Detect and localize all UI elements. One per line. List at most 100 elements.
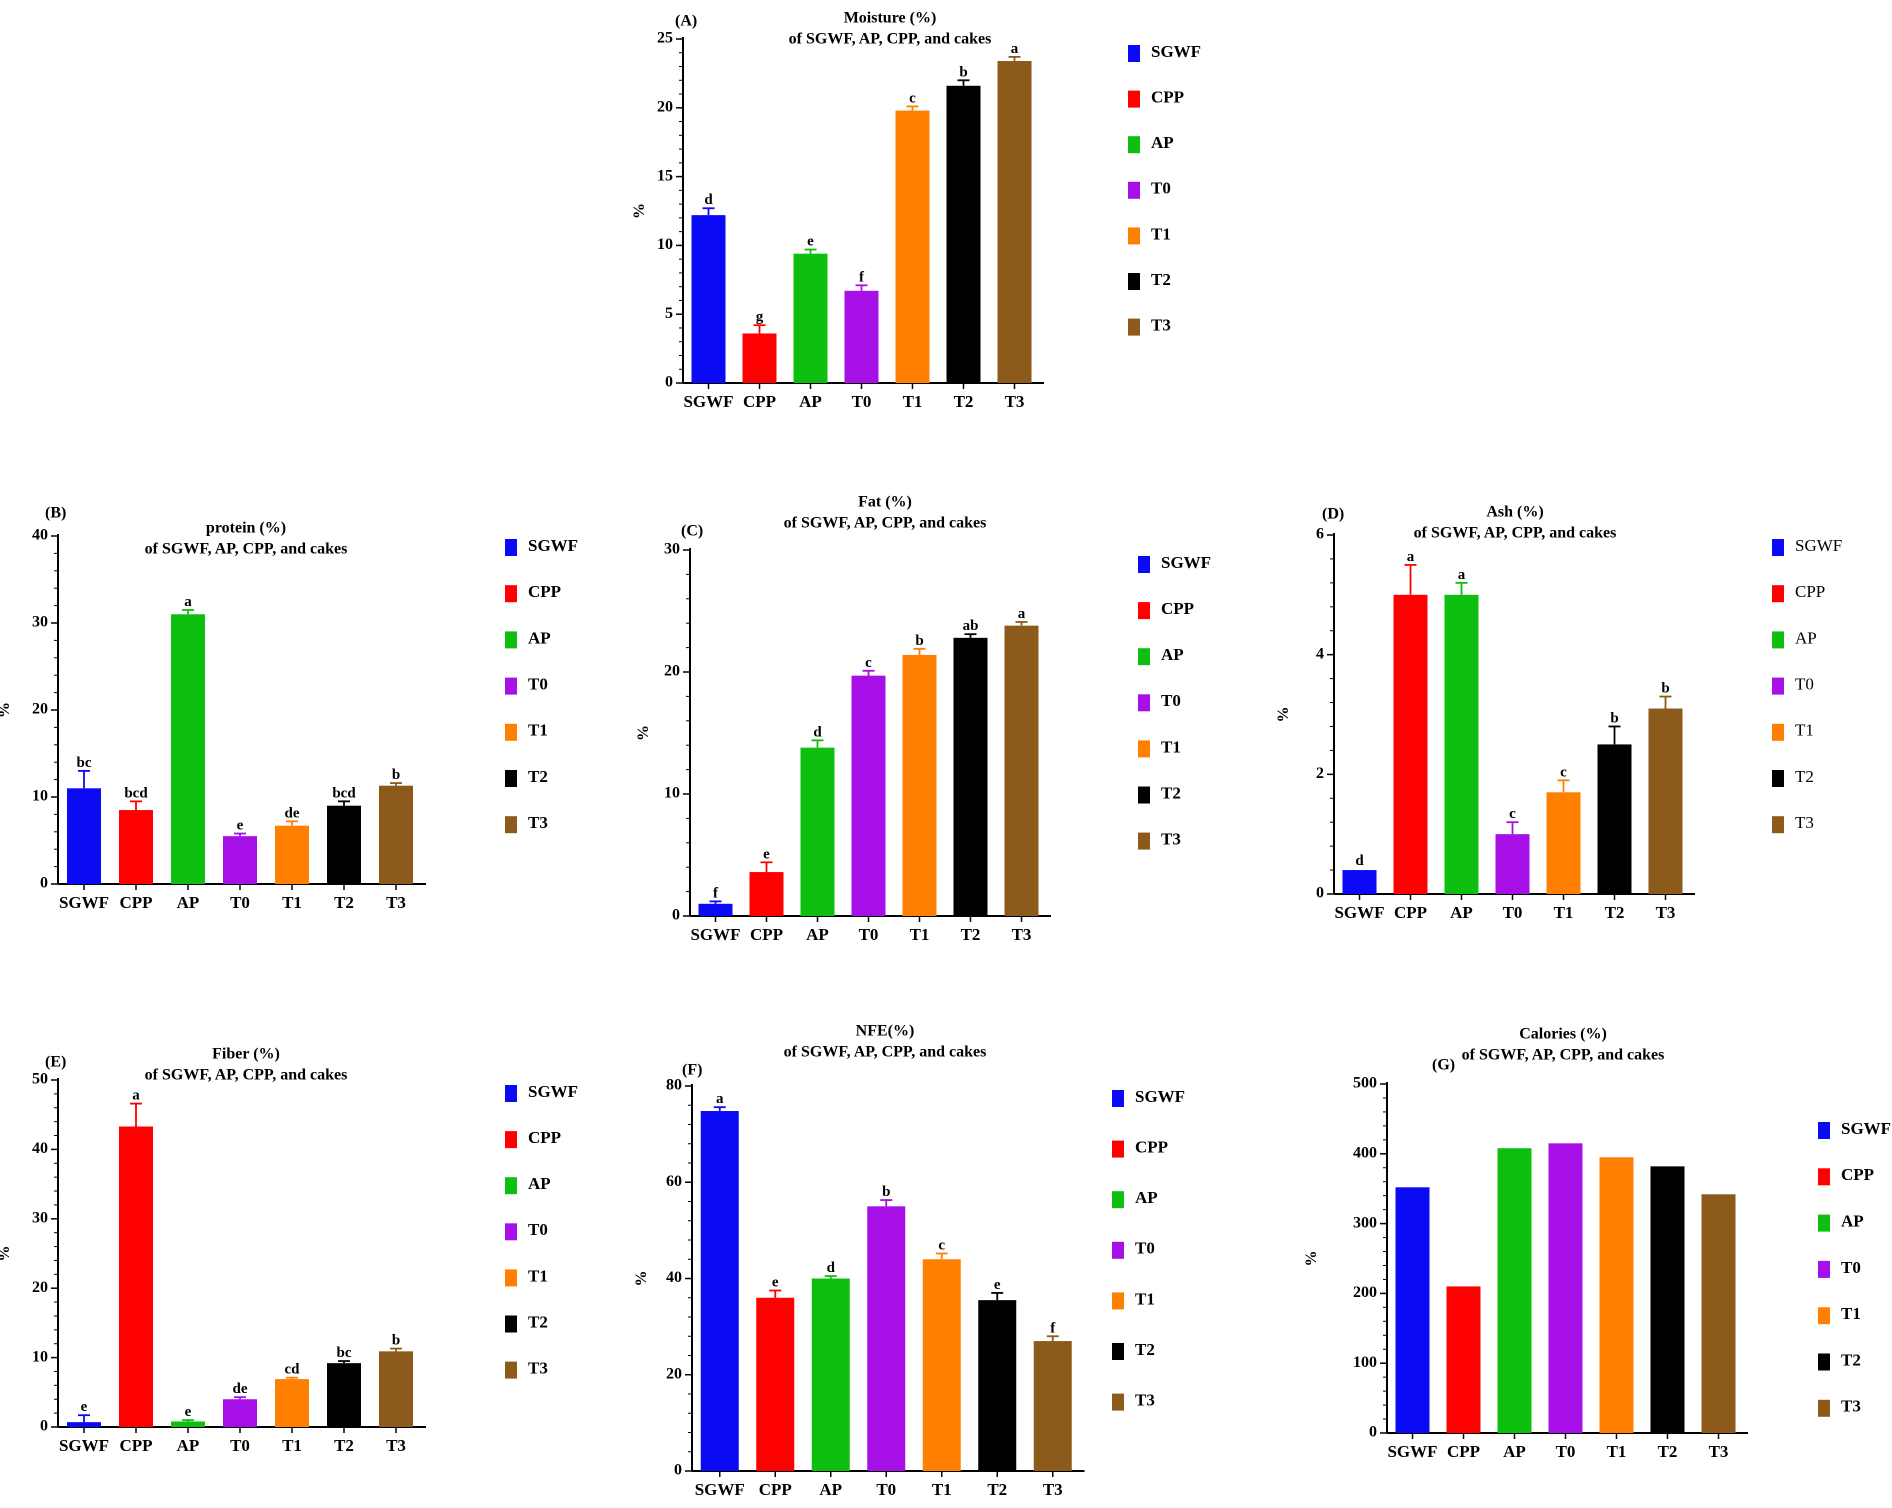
y-tick-label: 0 [674,1462,682,1479]
legend-label: T2 [528,1312,548,1331]
bar-cpp [119,1126,153,1427]
y-tick-label: 500 [1353,1075,1377,1092]
bar-t1 [895,110,930,383]
significance-letter: a [1011,41,1019,57]
x-tick-label: CPP [119,1436,152,1455]
legend-label: T2 [1161,783,1181,802]
legend-swatch-sgwf [505,539,517,556]
y-tick-label: 5 [665,305,673,322]
legend-label: AP [528,1174,551,1193]
legend-swatch-ap [505,631,517,649]
chart-title-line: of SGWF, AP, CPP, and cakes [145,1066,348,1083]
x-tick-label: CPP [750,925,783,944]
legend-label: SGWF [1161,553,1211,572]
x-tick-label: AP [1450,903,1473,922]
legend-swatch-t0 [1772,677,1784,695]
legend-label: T0 [1795,675,1814,694]
legend-label: T1 [1795,721,1814,740]
x-tick-label: T3 [1005,392,1025,411]
legend-label: AP [1151,133,1174,152]
legend-swatch-t1 [1112,1292,1124,1310]
bar-t2 [327,1363,361,1427]
panel-label: (G) [1432,1057,1455,1074]
legend-label: T3 [1161,830,1181,849]
legend-swatch-cpp [1112,1140,1124,1158]
significance-letter: e [994,1277,1001,1293]
legend-swatch-ap [1112,1191,1124,1209]
y-tick-label: 0 [1316,885,1324,902]
legend-label: T3 [528,1359,548,1378]
chart-b: protein (%) of SGWF, AP, CPP, and cakes (B… [0,505,578,912]
y-axis-label: % [635,725,652,741]
chart-a: Moisture (%) of SGWF, AP, CPP, and cakes (… [631,9,1201,411]
x-tick-label: T1 [903,392,923,411]
legend-swatch-t2 [1772,770,1784,787]
significance-letter: f [1050,1320,1056,1336]
legend-swatch-t1 [505,1269,517,1287]
chart-title-line: of SGWF, AP, CPP, and cakes [789,30,992,47]
legend-label: T2 [1151,270,1171,289]
bar-sgwf [67,1422,101,1427]
y-tick-label: 20 [657,98,673,115]
y-tick-label: 0 [665,374,673,391]
legend-label: CPP [1161,599,1194,618]
legend-label: AP [528,628,551,647]
bar-ap [171,614,205,884]
y-axis-label: % [1303,1251,1320,1267]
significance-letter: f [713,885,719,901]
y-tick-label: 50 [32,1071,48,1088]
x-tick-label: AP [806,925,829,944]
y-tick-label: 0 [40,1418,48,1435]
bar-cpp [749,872,784,916]
chart-c: Fat (%) of SGWF, AP, CPP, and cakes (C)% 0 1… [635,493,1211,944]
chart-title-line: Fat (%) [858,493,912,510]
y-axis-label: % [0,1246,13,1262]
bar-t2 [978,1300,1017,1471]
legend-label: T1 [1151,224,1171,243]
x-tick-label: T2 [954,392,974,411]
y-tick-label: 40 [666,1269,682,1286]
bar-t3 [379,1351,413,1427]
y-tick-label: 30 [664,541,680,558]
legend-swatch-cpp [1772,585,1784,603]
x-tick-label: SGWF [1334,903,1384,922]
bar-t3 [1701,1194,1736,1433]
y-tick-label: 2 [1316,765,1324,782]
legend-swatch-t3 [505,1361,517,1379]
y-tick-label: 20 [32,701,48,718]
x-tick-label: T1 [910,925,930,944]
significance-letter: f [859,269,865,285]
legend-label: SGWF [528,1082,578,1101]
y-tick-label: 400 [1353,1144,1377,1161]
significance-letter: b [915,633,923,649]
bar-t2 [946,85,981,383]
x-tick-label: SGWF [59,893,109,912]
y-tick-label: 20 [666,1365,682,1382]
legend-swatch-t3 [1112,1393,1124,1411]
y-tick-label: 10 [657,236,673,253]
y-axis-label: % [633,1271,650,1287]
bar-t0 [867,1206,906,1471]
x-tick-label: T1 [1554,903,1574,922]
legend-swatch-t1 [1772,723,1784,741]
x-tick-label: SGWF [690,925,740,944]
chart-g: Calories (%) of SGWF, AP, CPP, and cakes (… [1303,1025,1891,1461]
x-tick-label: AP [799,392,822,411]
chart-title-line: of SGWF, AP, CPP, and cakes [145,540,348,557]
legend-label: AP [1841,1212,1864,1231]
bar-t0 [844,290,879,383]
legend-label: T1 [1135,1289,1155,1308]
legend-swatch-t1 [1818,1307,1830,1325]
y-tick-label: 30 [32,1209,48,1226]
significance-letter: c [1560,764,1567,780]
legend-label: CPP [528,1128,561,1147]
x-tick-label: T1 [282,893,302,912]
legend-swatch-sgwf [505,1085,517,1102]
bar-sgwf [1342,870,1377,894]
legend-label: SGWF [1135,1087,1185,1106]
legend-label: T3 [1795,813,1814,832]
bar-t1 [275,1379,309,1427]
significance-letter: a [1407,549,1415,565]
legend-swatch-sgwf [1112,1090,1124,1107]
y-tick-label: 60 [666,1173,682,1190]
